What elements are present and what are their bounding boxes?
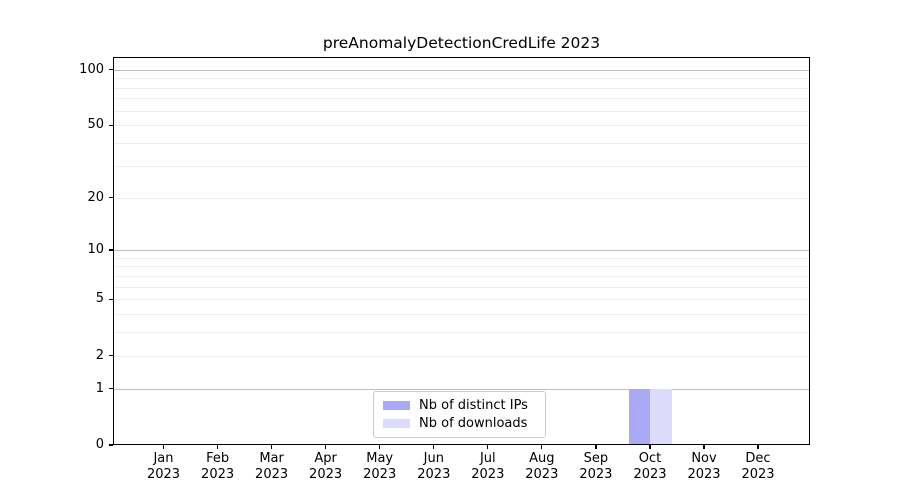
- chart-title: preAnomalyDetectionCredLife 2023: [322, 34, 601, 52]
- y-tick-label: 0: [95, 437, 104, 452]
- x-tick-mark: [162, 445, 165, 449]
- x-tick-label: Apr 2023: [309, 451, 343, 482]
- legend-entry-distinct-ips: Nb of distinct IPs: [383, 398, 536, 413]
- minor-gridline: [113, 314, 810, 316]
- y-tick-mark: [109, 124, 113, 126]
- x-tick-mark: [216, 445, 219, 449]
- legend: Nb of distinct IPs Nb of downloads: [373, 391, 546, 438]
- minor-gridline: [113, 332, 810, 334]
- x-tick-label: Feb 2023: [201, 451, 235, 482]
- x-tick-label: Jul 2023: [471, 451, 505, 482]
- x-tick-label: Sep 2023: [579, 451, 613, 482]
- x-tick-label: May 2023: [363, 451, 397, 482]
- major-gridline: [113, 69, 810, 71]
- y-tick-mark: [109, 196, 113, 199]
- x-tick-mark: [379, 445, 381, 449]
- major-gridline: [113, 388, 810, 390]
- x-tick-label: Dec 2023: [741, 451, 775, 482]
- y-tick-label: 10: [87, 242, 104, 258]
- y-tick-label: 100: [79, 61, 104, 77]
- minor-gridline: [113, 98, 810, 100]
- y-tick-mark: [109, 249, 113, 251]
- x-tick-mark: [487, 445, 489, 449]
- x-tick-mark: [595, 445, 597, 449]
- x-tick-mark: [270, 445, 273, 449]
- y-tick-label: 1: [95, 380, 104, 396]
- x-tick-mark: [541, 445, 543, 449]
- x-tick-label: Aug 2023: [525, 451, 559, 482]
- x-tick-label: Nov 2023: [687, 451, 721, 482]
- x-tick-mark: [757, 445, 759, 449]
- gridlines-layer: [113, 57, 810, 445]
- major-gridline: [113, 250, 810, 252]
- x-tick-mark: [649, 445, 651, 449]
- x-tick-mark: [324, 445, 327, 449]
- y-tick-mark: [109, 69, 113, 71]
- x-tick-label: Oct 2023: [633, 451, 667, 482]
- legend-label-distinct-ips: Nb of distinct IPs: [419, 398, 528, 413]
- minor-gridline: [113, 87, 810, 89]
- minor-gridline: [113, 257, 810, 259]
- minor-gridline: [113, 197, 810, 199]
- minor-gridline: [113, 125, 810, 127]
- bar-nb-of-distinct-ips: [628, 388, 650, 445]
- legend-label-downloads: Nb of downloads: [419, 416, 528, 431]
- legend-swatch-downloads: [383, 419, 410, 428]
- minor-gridline: [113, 299, 810, 301]
- minor-gridline: [113, 143, 810, 145]
- x-tick-mark: [703, 445, 705, 449]
- minor-gridline: [113, 286, 810, 288]
- y-tick-mark: [109, 387, 113, 390]
- bar-nb-of-downloads: [650, 388, 672, 445]
- y-tick-label: 50: [87, 117, 104, 133]
- x-tick-label: Mar 2023: [255, 451, 289, 482]
- minor-gridline: [113, 110, 810, 112]
- plot-area: [113, 57, 810, 445]
- y-tick-label: 5: [95, 291, 104, 307]
- x-tick-label: Jan 2023: [146, 451, 181, 482]
- minor-gridline: [113, 266, 810, 268]
- legend-swatch-distinct-ips: [383, 401, 410, 410]
- y-tick-mark: [109, 355, 113, 357]
- minor-gridline: [113, 355, 810, 357]
- minor-gridline: [113, 78, 810, 80]
- x-tick-label: Jun 2023: [417, 451, 451, 482]
- minor-gridline: [113, 165, 810, 167]
- y-tick-mark: [109, 298, 113, 300]
- legend-entry-downloads: Nb of downloads: [383, 416, 536, 431]
- y-tick-mark: [109, 444, 113, 446]
- y-tick-label: 20: [87, 189, 104, 205]
- bars-layer: [113, 57, 810, 445]
- x-tick-mark: [433, 445, 435, 449]
- y-tick-label: 2: [95, 347, 104, 363]
- minor-gridline: [113, 275, 810, 277]
